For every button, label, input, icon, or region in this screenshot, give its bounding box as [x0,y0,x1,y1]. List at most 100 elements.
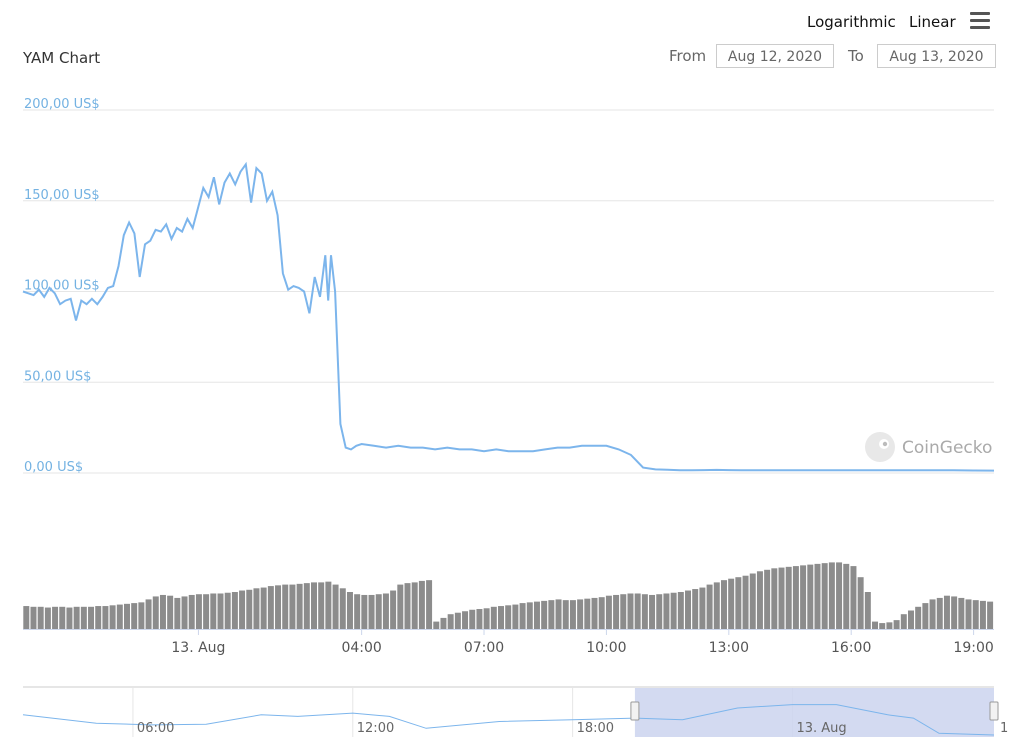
volume-bar [670,592,677,629]
volume-bar [742,575,749,629]
volume-bar [591,597,598,629]
volume-bar [490,606,497,629]
volume-bar [893,620,900,629]
volume-bar [886,622,893,629]
y-tick-label: 150,00 US$ [24,188,100,203]
volume-bar [303,583,310,629]
x-tick-label: 13. Aug [171,640,225,656]
volume-bar [828,562,835,629]
volume-bar [584,598,591,629]
y-tick-label: 0,00 US$ [24,460,83,475]
volume-bar [821,563,828,629]
volume-bar [167,595,174,629]
volume-bar [116,604,123,629]
volume-bar [52,606,59,629]
navigator-trailing-label: 1 [1000,721,1008,736]
volume-bar [749,573,756,629]
volume-bar [339,588,346,629]
volume-bar [519,603,526,629]
volume-bar [850,566,857,629]
coingecko-text: CoinGecko [902,438,992,458]
volume-bar [311,582,317,629]
volume-bar [188,594,195,629]
linear-scale-button[interactable]: Linear [909,13,956,31]
volume-bar [476,609,483,629]
navigator-tick-label: 06:00 [137,721,174,736]
volume-bar [620,594,627,629]
volume-bar [404,583,411,629]
volume-bar [447,614,454,629]
volume-bar [541,600,548,629]
volume-bar [613,594,620,629]
navigator-right-handle[interactable] [989,701,999,721]
coingecko-watermark: CoinGecko [865,432,992,462]
volume-bar [649,594,656,629]
volume-bar [764,569,771,629]
volume-bar [907,610,914,629]
volume-bar [152,596,159,629]
volume-bar [325,581,332,629]
navigator-selection[interactable] [634,688,994,737]
volume-bar [972,600,979,629]
volume-bar [66,607,73,629]
logarithmic-scale-button[interactable]: Logarithmic [807,13,896,31]
volume-bar [548,600,555,629]
volume-bar [267,586,274,629]
volume-bar [253,588,260,629]
volume-bar [785,566,792,629]
volume-bar [656,594,663,629]
volume-bar [109,605,116,629]
navigator-left-handle[interactable] [630,701,640,721]
volume-bar [756,571,763,629]
volume-bar [332,584,339,629]
volume-bar [418,580,425,629]
volume-bar [440,617,447,629]
from-date-input[interactable]: Aug 12, 2020 [716,44,834,68]
volume-bar [987,601,994,629]
volume-bar [433,621,440,629]
volume-bar [88,606,95,629]
volume-bar [627,593,634,629]
volume-bar [95,606,102,629]
volume-bar [469,609,476,629]
navigator-tick-label: 13. Aug [796,721,846,736]
from-label: From [669,47,707,65]
volume-bar [354,594,361,629]
volume-bar [210,593,217,629]
volume-bar [30,606,37,629]
x-tick-label: 19:00 [953,640,993,656]
volume-bar [677,592,684,629]
volume-bar [296,583,303,629]
volume-bar [526,602,533,629]
volume-bar [174,597,181,629]
volume-bar [123,603,130,629]
volume-bar [390,590,397,629]
volume-bar [195,594,202,629]
volume-bar [239,590,246,629]
volume-bar [951,596,958,629]
volume-bar [73,606,80,629]
hamburger-menu-icon[interactable] [970,12,990,30]
volume-bar [260,587,267,629]
volume-bar [936,597,943,629]
volume-bar [641,594,648,629]
y-tick-label: 200,00 US$ [24,97,100,112]
volume-bar [800,565,807,629]
volume-bar [720,580,727,629]
volume-bar [37,606,44,629]
volume-bar [131,603,138,629]
volume-bar [979,600,986,629]
volume-bar [706,584,713,629]
volume-bar [346,592,353,629]
volume-bar [685,590,692,629]
navigator[interactable]: 06:00 12:00 18:00 13. Aug 1 [22,686,1008,737]
to-date-input[interactable]: Aug 13, 2020 [877,44,996,68]
volume-bar [792,566,799,629]
navigator-tick-label: 12:00 [357,721,394,736]
volume-bar [598,597,605,629]
volume-bar [958,597,965,629]
volume-bar [80,606,87,629]
volume-bar [569,600,576,629]
y-tick-label: 100,00 US$ [24,279,100,294]
